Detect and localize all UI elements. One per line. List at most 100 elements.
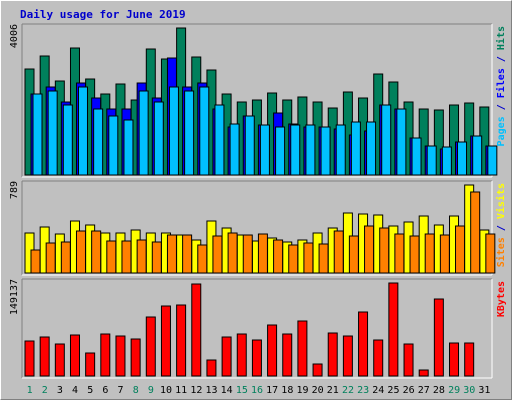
bar-pages-day-20 <box>320 126 331 176</box>
legend-bottom: KBytes <box>496 281 507 317</box>
bar-pages-day-7 <box>123 119 134 176</box>
bar-sites-day-20 <box>318 243 329 274</box>
legend-top: Pages / Files / Hits <box>495 26 507 146</box>
bar-pages-day-30 <box>472 135 483 176</box>
x-tick-day-25: 25 <box>387 385 399 396</box>
bar-kbytes-day-6 <box>100 333 111 377</box>
bar-pages-day-17 <box>275 126 286 176</box>
bar-kbytes-day-14 <box>221 336 232 377</box>
bar-pages-day-21 <box>335 124 346 176</box>
bar-pages-day-16 <box>259 124 270 176</box>
x-tick-day-8: 8 <box>133 385 139 396</box>
bar-hits-day-29 <box>449 104 460 176</box>
bar-sites-day-7 <box>121 240 132 274</box>
bar-kbytes-day-21 <box>327 332 338 377</box>
y-max-label-top: 4006 <box>9 24 20 48</box>
x-tick-day-12: 12 <box>190 385 202 396</box>
bar-kbytes-day-27 <box>418 369 429 377</box>
legend-part-top-4: Hits <box>495 26 507 50</box>
bar-pages-day-26 <box>411 137 422 176</box>
bar-kbytes-day-8 <box>130 338 141 377</box>
bar-kbytes-day-24 <box>373 339 384 377</box>
bar-pages-day-23 <box>366 121 377 176</box>
bar-hits-day-28 <box>433 109 444 176</box>
panel-bottom: 149137 KBytes <box>9 278 507 379</box>
x-tick-day-19: 19 <box>296 385 308 396</box>
bar-pages-day-11 <box>184 90 195 176</box>
x-tick-day-21: 21 <box>327 385 339 396</box>
bar-sites-day-26 <box>409 235 420 274</box>
x-tick-day-20: 20 <box>312 385 324 396</box>
bar-pages-day-12 <box>199 86 210 176</box>
legend-part-middle-2: Visits <box>495 183 507 219</box>
bar-kbytes-day-29 <box>449 342 460 377</box>
chart-panels: 4006 Pages / Files / Hits 789 Sites / Visit… <box>9 23 507 379</box>
bar-pages-day-24 <box>381 104 392 176</box>
legend-middle: Sites / Visits <box>495 183 507 267</box>
bar-kbytes-day-1 <box>24 340 35 377</box>
x-tick-day-10: 10 <box>160 385 172 396</box>
bar-kbytes-day-16 <box>251 339 262 377</box>
bar-kbytes-day-9 <box>145 316 156 377</box>
x-tick-day-5: 5 <box>87 385 93 396</box>
bar-kbytes-day-25 <box>388 282 399 377</box>
bar-sites-day-2 <box>45 242 56 274</box>
bar-kbytes-day-3 <box>54 343 65 377</box>
bar-pages-day-8 <box>138 90 149 176</box>
x-tick-day-7: 7 <box>118 385 124 396</box>
bar-pages-day-15 <box>244 115 255 176</box>
bar-sites-day-23 <box>364 225 375 274</box>
bar-pages-day-19 <box>305 124 316 176</box>
bar-sites-day-29 <box>455 225 466 274</box>
bar-kbytes-day-7 <box>115 335 126 377</box>
bar-pages-day-2 <box>47 90 58 176</box>
bar-sites-day-27 <box>424 233 435 274</box>
bar-sites-day-6 <box>106 240 117 274</box>
bar-sites-day-8 <box>136 239 147 274</box>
bar-sites-day-12 <box>197 244 208 274</box>
bar-pages-day-29 <box>457 141 468 176</box>
bar-sites-day-5 <box>91 230 102 274</box>
bar-kbytes-day-30 <box>464 342 475 377</box>
x-axis-labels: 1 2 3 4 5 6 7 8 9 10 11 12 13 14 15 16 17 18 19 20 21 22 23 24 2… <box>27 385 491 396</box>
bar-pages-day-10 <box>168 86 179 176</box>
bar-pages-day-5 <box>93 108 104 176</box>
bar-kbytes-day-22 <box>342 335 353 377</box>
x-tick-day-2: 2 <box>42 385 48 396</box>
bar-pages-day-27 <box>426 145 437 176</box>
y-max-label-bottom: 149137 <box>9 279 20 315</box>
bar-sites-day-11 <box>182 234 193 274</box>
bar-sites-day-17 <box>273 239 284 274</box>
bar-pages-day-13 <box>214 104 225 176</box>
bar-kbytes-day-5 <box>85 352 96 377</box>
x-tick-day-11: 11 <box>175 385 187 396</box>
legend-part-top-3: / <box>496 50 507 68</box>
x-tick-day-6: 6 <box>102 385 108 396</box>
x-tick-day-18: 18 <box>281 385 293 396</box>
x-tick-day-13: 13 <box>205 385 217 396</box>
x-tick-day-3: 3 <box>57 385 63 396</box>
x-tick-day-17: 17 <box>266 385 278 396</box>
x-tick-day-30: 30 <box>463 385 475 396</box>
legend-part-bottom-0: KBytes <box>496 281 507 317</box>
bar-kbytes-day-19 <box>297 320 308 377</box>
legend-part-top-2: Files <box>495 68 507 98</box>
bar-sites-day-21 <box>333 230 344 274</box>
x-tick-day-29: 29 <box>448 385 460 396</box>
bar-kbytes-day-11 <box>176 304 187 377</box>
bar-sites-day-9 <box>151 241 162 274</box>
bar-kbytes-day-28 <box>433 298 444 377</box>
y-max-label-middle: 789 <box>9 181 20 199</box>
bar-sites-day-3 <box>60 241 71 274</box>
bar-pages-day-1 <box>32 93 43 176</box>
bar-sites-day-25 <box>394 233 405 274</box>
bar-sites-day-22 <box>348 235 359 274</box>
x-tick-day-31: 31 <box>478 385 490 396</box>
bar-kbytes-day-2 <box>39 336 50 377</box>
legend-part-top-1: / <box>496 98 507 116</box>
x-tick-day-26: 26 <box>403 385 415 396</box>
bar-pages-day-31 <box>487 145 498 176</box>
x-tick-day-1: 1 <box>27 385 33 396</box>
legend-part-middle-0: Sites <box>495 237 507 267</box>
